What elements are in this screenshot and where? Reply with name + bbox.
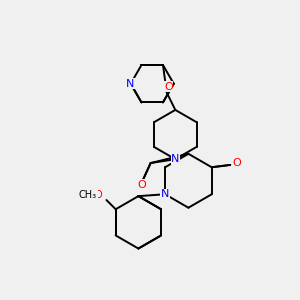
Text: CH₃: CH₃ — [79, 190, 97, 200]
Text: N: N — [171, 154, 179, 164]
Text: O: O — [95, 190, 103, 200]
Text: O: O — [233, 158, 242, 168]
Text: N: N — [161, 189, 169, 199]
Text: N: N — [126, 79, 134, 89]
Text: O: O — [137, 180, 146, 190]
Text: O: O — [164, 82, 173, 92]
